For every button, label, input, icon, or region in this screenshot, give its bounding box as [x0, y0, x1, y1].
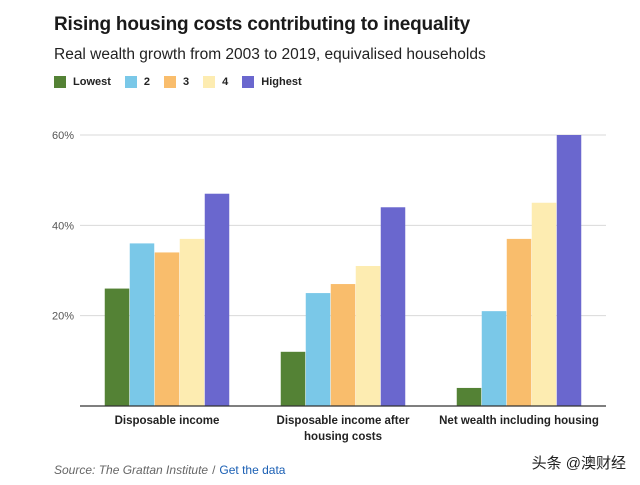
y-tick-label: 40%: [52, 220, 74, 232]
bar-highest: [380, 207, 406, 406]
legend-swatch: [164, 76, 177, 88]
bar-3: [154, 252, 180, 406]
legend-label: 4: [222, 76, 229, 88]
bar-highest: [204, 193, 230, 406]
legend-item: 3: [164, 76, 189, 88]
legend-item: 2: [124, 76, 151, 88]
bar-3: [506, 238, 532, 406]
bar-lowest: [280, 351, 306, 406]
legend-item: Lowest: [54, 76, 111, 88]
watermark: 头条 @澳财经: [531, 455, 626, 472]
bar-chart: 20% 40% 60% Disposable income Disposable inc…: [52, 130, 606, 443]
legend-item: Highest: [242, 76, 302, 88]
bar-2: [305, 293, 331, 406]
legend-swatch: [203, 76, 216, 88]
x-category-label: Disposable income: [115, 415, 220, 427]
x-category-label: Net wealth including housing: [439, 415, 599, 427]
bar-4: [531, 202, 557, 406]
legend-label: Highest: [261, 76, 302, 88]
legend-item: 4: [203, 76, 228, 88]
bar-4: [355, 265, 381, 406]
bar-4: [179, 238, 205, 406]
x-category-label: housing costs: [304, 431, 382, 443]
bar-2: [481, 311, 507, 406]
y-tick-label: 60%: [52, 130, 74, 142]
source-separator: /: [212, 463, 216, 477]
x-category-label: Disposable income after: [277, 415, 410, 427]
bar-3: [330, 284, 356, 406]
bar-2: [129, 243, 155, 406]
legend-swatch: [242, 76, 255, 88]
bar-lowest: [104, 288, 130, 406]
legend-label: 3: [183, 76, 190, 88]
get-the-data-link[interactable]: Get the data: [219, 463, 286, 477]
source-text: Source: The Grattan Institute: [54, 463, 209, 477]
chart-title: Rising housing costs contributing to ine…: [54, 14, 470, 35]
bar-lowest: [456, 387, 482, 406]
y-tick-label: 20%: [52, 311, 74, 323]
legend-label: Lowest: [73, 76, 111, 88]
legend-swatch: [54, 76, 66, 88]
bar-highest: [556, 135, 582, 406]
legend-label: 2: [143, 76, 151, 88]
legend: Lowest 2 3 4 Highest: [54, 76, 316, 88]
chart-subtitle: Real wealth growth from 2003 to 2019, eq…: [54, 46, 486, 63]
legend-swatch: [124, 76, 137, 88]
source-line: Source: The Grattan Institute / Get the da…: [54, 463, 285, 477]
